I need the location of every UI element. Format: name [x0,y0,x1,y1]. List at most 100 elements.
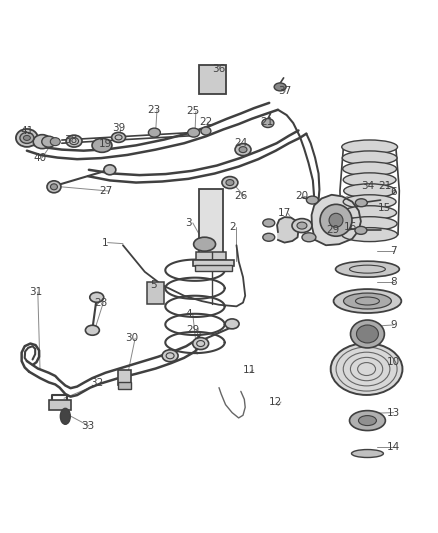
Ellipse shape [342,140,398,154]
Bar [193,260,234,266]
Ellipse shape [92,139,112,152]
Text: 11: 11 [243,365,256,375]
Ellipse shape [350,320,385,348]
Ellipse shape [162,350,178,362]
Text: 22: 22 [199,117,212,127]
Ellipse shape [336,261,399,277]
Text: 25: 25 [186,107,199,116]
Ellipse shape [342,228,398,241]
Text: 32: 32 [90,378,103,389]
Bar [196,252,226,260]
Ellipse shape [343,195,396,209]
Text: 1: 1 [102,238,109,248]
Polygon shape [311,195,361,245]
Ellipse shape [263,219,275,227]
Bar [199,64,226,94]
Bar [118,382,131,389]
Ellipse shape [235,143,251,156]
Ellipse shape [297,222,307,229]
Ellipse shape [355,227,367,235]
Text: 37: 37 [278,86,291,96]
Ellipse shape [343,173,396,187]
Ellipse shape [344,184,396,198]
Text: 16: 16 [343,222,357,232]
Ellipse shape [302,233,316,242]
Ellipse shape [358,416,376,425]
Text: 13: 13 [387,408,400,418]
Ellipse shape [193,337,208,350]
Ellipse shape [307,196,318,204]
Ellipse shape [343,162,396,176]
Ellipse shape [188,128,200,137]
Text: 21: 21 [261,117,274,127]
Text: 14: 14 [387,442,400,452]
Text: 5: 5 [150,280,157,290]
Text: 23: 23 [147,105,160,115]
Text: 31: 31 [29,287,42,297]
Text: 20: 20 [295,191,308,201]
Ellipse shape [331,343,403,395]
Text: 26: 26 [234,191,247,201]
Ellipse shape [50,138,60,146]
Bar [49,400,71,410]
Text: 34: 34 [361,181,374,191]
Text: 36: 36 [212,64,226,74]
Polygon shape [277,217,298,243]
Text: 29: 29 [186,325,199,335]
Text: 7: 7 [390,246,397,255]
Text: 24: 24 [234,138,247,148]
Ellipse shape [42,136,56,147]
Ellipse shape [90,292,104,302]
Ellipse shape [262,118,274,127]
Circle shape [329,213,343,227]
Ellipse shape [194,237,215,251]
Text: 10: 10 [387,357,400,367]
Ellipse shape [225,319,239,329]
Text: 15: 15 [378,203,392,213]
Bar [199,189,223,253]
Ellipse shape [343,206,396,220]
Bar [195,265,232,271]
Text: 41: 41 [20,126,34,136]
Ellipse shape [33,135,51,149]
Ellipse shape [104,165,116,175]
Ellipse shape [66,135,82,147]
Ellipse shape [355,199,367,207]
Text: 8: 8 [390,278,397,287]
Ellipse shape [334,289,401,313]
Text: 21: 21 [378,181,392,191]
Text: 28: 28 [95,297,108,308]
Ellipse shape [60,408,70,424]
Ellipse shape [85,325,99,335]
Ellipse shape [50,184,57,190]
Ellipse shape [342,217,397,231]
Ellipse shape [201,127,211,135]
Bar [118,370,131,385]
Ellipse shape [226,180,234,185]
Text: 3: 3 [185,218,192,228]
Text: 27: 27 [99,186,112,196]
Text: 19: 19 [99,139,112,149]
Circle shape [320,204,352,236]
Text: 2: 2 [229,222,235,232]
Text: 33: 33 [81,421,95,431]
Ellipse shape [20,132,34,143]
Text: 9: 9 [390,320,397,330]
Text: 30: 30 [125,333,138,343]
Ellipse shape [148,128,160,137]
Ellipse shape [292,219,312,232]
Ellipse shape [222,176,238,189]
Text: 17: 17 [278,208,291,219]
Text: 6: 6 [390,187,397,197]
Text: 39: 39 [112,123,125,133]
Text: 38: 38 [64,135,77,145]
Ellipse shape [343,293,392,309]
Ellipse shape [350,410,385,431]
Ellipse shape [352,449,383,457]
Ellipse shape [342,151,397,165]
Ellipse shape [23,135,30,140]
Ellipse shape [16,129,38,147]
Bar [147,282,163,304]
Ellipse shape [357,325,378,343]
Ellipse shape [274,83,286,91]
